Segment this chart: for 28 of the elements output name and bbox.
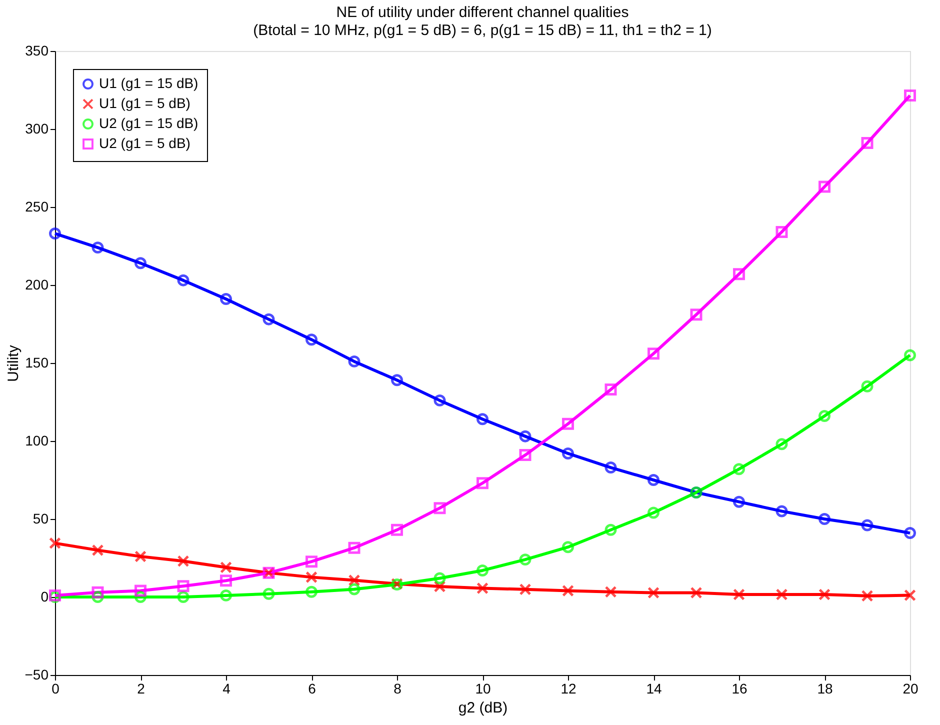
- x-tick-label: 6: [308, 680, 316, 696]
- chart-subtitle: (Btotal = 10 MHz, p(g1 = 5 dB) = 6, p(g1 = 15 dB) = 11, th1 = th2 = 1): [253, 22, 712, 39]
- chart-title: NE of utility under different channel qualities: [336, 4, 629, 21]
- x-tick-label: 2: [137, 680, 146, 696]
- y-tick-label: 250: [25, 198, 49, 214]
- y-tick-label: 350: [25, 42, 49, 58]
- x-tick-label: 4: [222, 680, 231, 696]
- x-axis-title: g2 (dB): [458, 700, 508, 716]
- x-tick-label: 0: [52, 680, 60, 696]
- y-tick-label: 50: [32, 510, 49, 526]
- y-tick-label: 300: [25, 120, 49, 136]
- legend-label: U2 (g1 = 15 dB): [99, 115, 198, 131]
- legend-label: U1 (g1 = 5 dB): [99, 95, 190, 111]
- x-tick-label: 10: [475, 680, 491, 696]
- x-tick-label: 14: [646, 680, 662, 696]
- y-tick-label: 100: [25, 432, 49, 448]
- x-tick-label: 16: [732, 680, 748, 696]
- y-axis-title: Utility: [4, 344, 22, 382]
- y-tick-label: 150: [25, 354, 49, 370]
- y-tick-label: 200: [25, 276, 49, 292]
- legend-label: U2 (g1 = 5 dB): [99, 135, 190, 151]
- x-tick-label: 8: [394, 680, 402, 696]
- x-tick-label: 20: [902, 680, 918, 696]
- y-tick-label: 0: [40, 588, 49, 604]
- x-tick-label: 18: [817, 680, 833, 696]
- legend-label: U1 (g1 = 15 dB): [99, 75, 198, 91]
- x-tick-label: 12: [560, 680, 576, 696]
- y-tick-label: −50: [24, 666, 49, 682]
